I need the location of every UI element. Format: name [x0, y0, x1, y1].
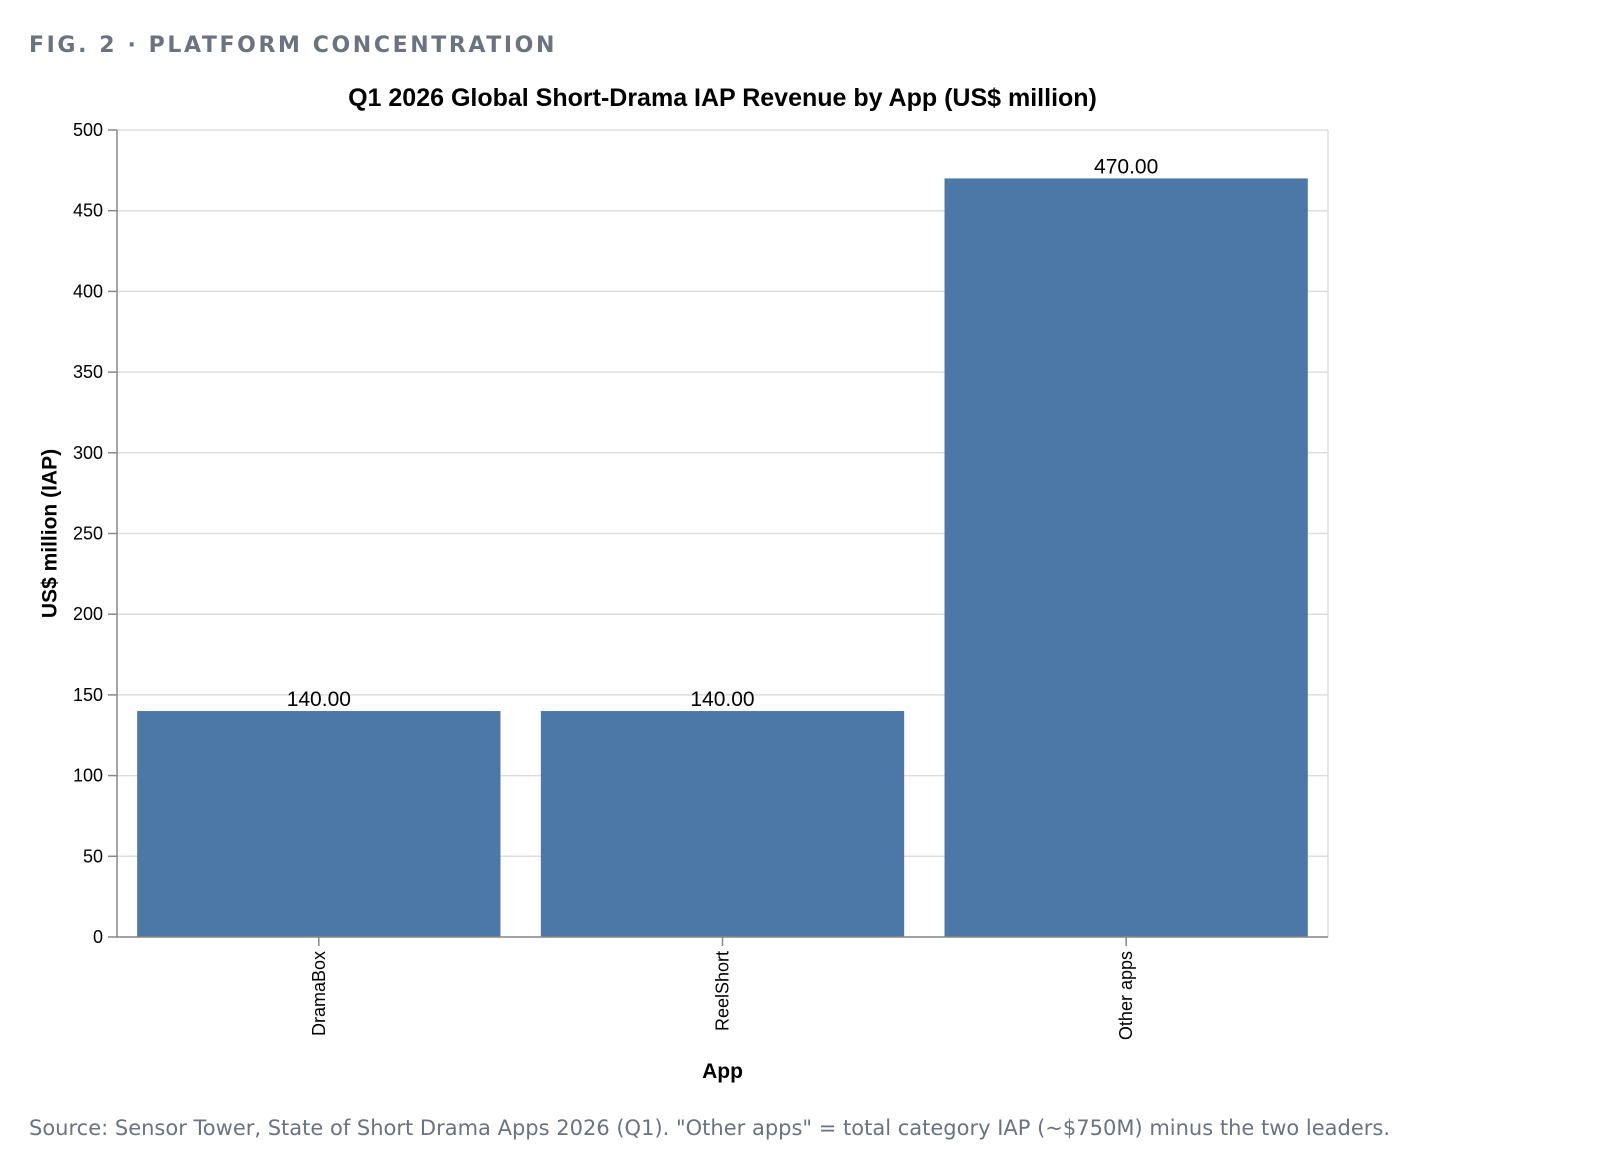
y-tick-label: 0 [93, 927, 103, 947]
y-tick-label: 150 [73, 685, 103, 705]
y-tick-label: 50 [83, 846, 103, 866]
x-tick-label: ReelShort [713, 951, 733, 1031]
source-note: Source: Sensor Tower, State of Short Dra… [29, 1116, 1391, 1140]
y-tick-label: 100 [73, 766, 103, 786]
x-axis-label: App [702, 1060, 743, 1083]
x-tick-label: Other apps [1116, 951, 1136, 1040]
figure-label: FIG. 2 · PLATFORM CONCENTRATION [29, 33, 557, 58]
y-tick-label: 450 [73, 201, 103, 221]
axes [108, 129, 1328, 946]
y-tick-label: 400 [73, 281, 103, 301]
y-tick-label: 500 [73, 120, 103, 140]
y-tick-label: 250 [73, 524, 103, 544]
bar-data-label: 140.00 [690, 688, 754, 711]
y-tick-label: 300 [73, 443, 103, 463]
y-tick-label: 350 [73, 362, 103, 382]
bars [137, 178, 1308, 938]
bar-data-label: 470.00 [1094, 155, 1158, 178]
chart-text: 0 50 100 150 200 250 300 350 400 450 500 140.00 Dram… [39, 84, 1159, 1083]
bar [540, 711, 905, 937]
bar-data-label: 140.00 [287, 688, 351, 711]
bar [944, 178, 1308, 938]
x-tick-label: DramaBox [309, 951, 329, 1036]
y-tick-label: 200 [73, 604, 103, 624]
bar [137, 711, 501, 937]
chart-title: Q1 2026 Global Short-Drama IAP Revenue b… [348, 84, 1097, 112]
y-axis-label: US$ million (IAP) [39, 449, 62, 618]
